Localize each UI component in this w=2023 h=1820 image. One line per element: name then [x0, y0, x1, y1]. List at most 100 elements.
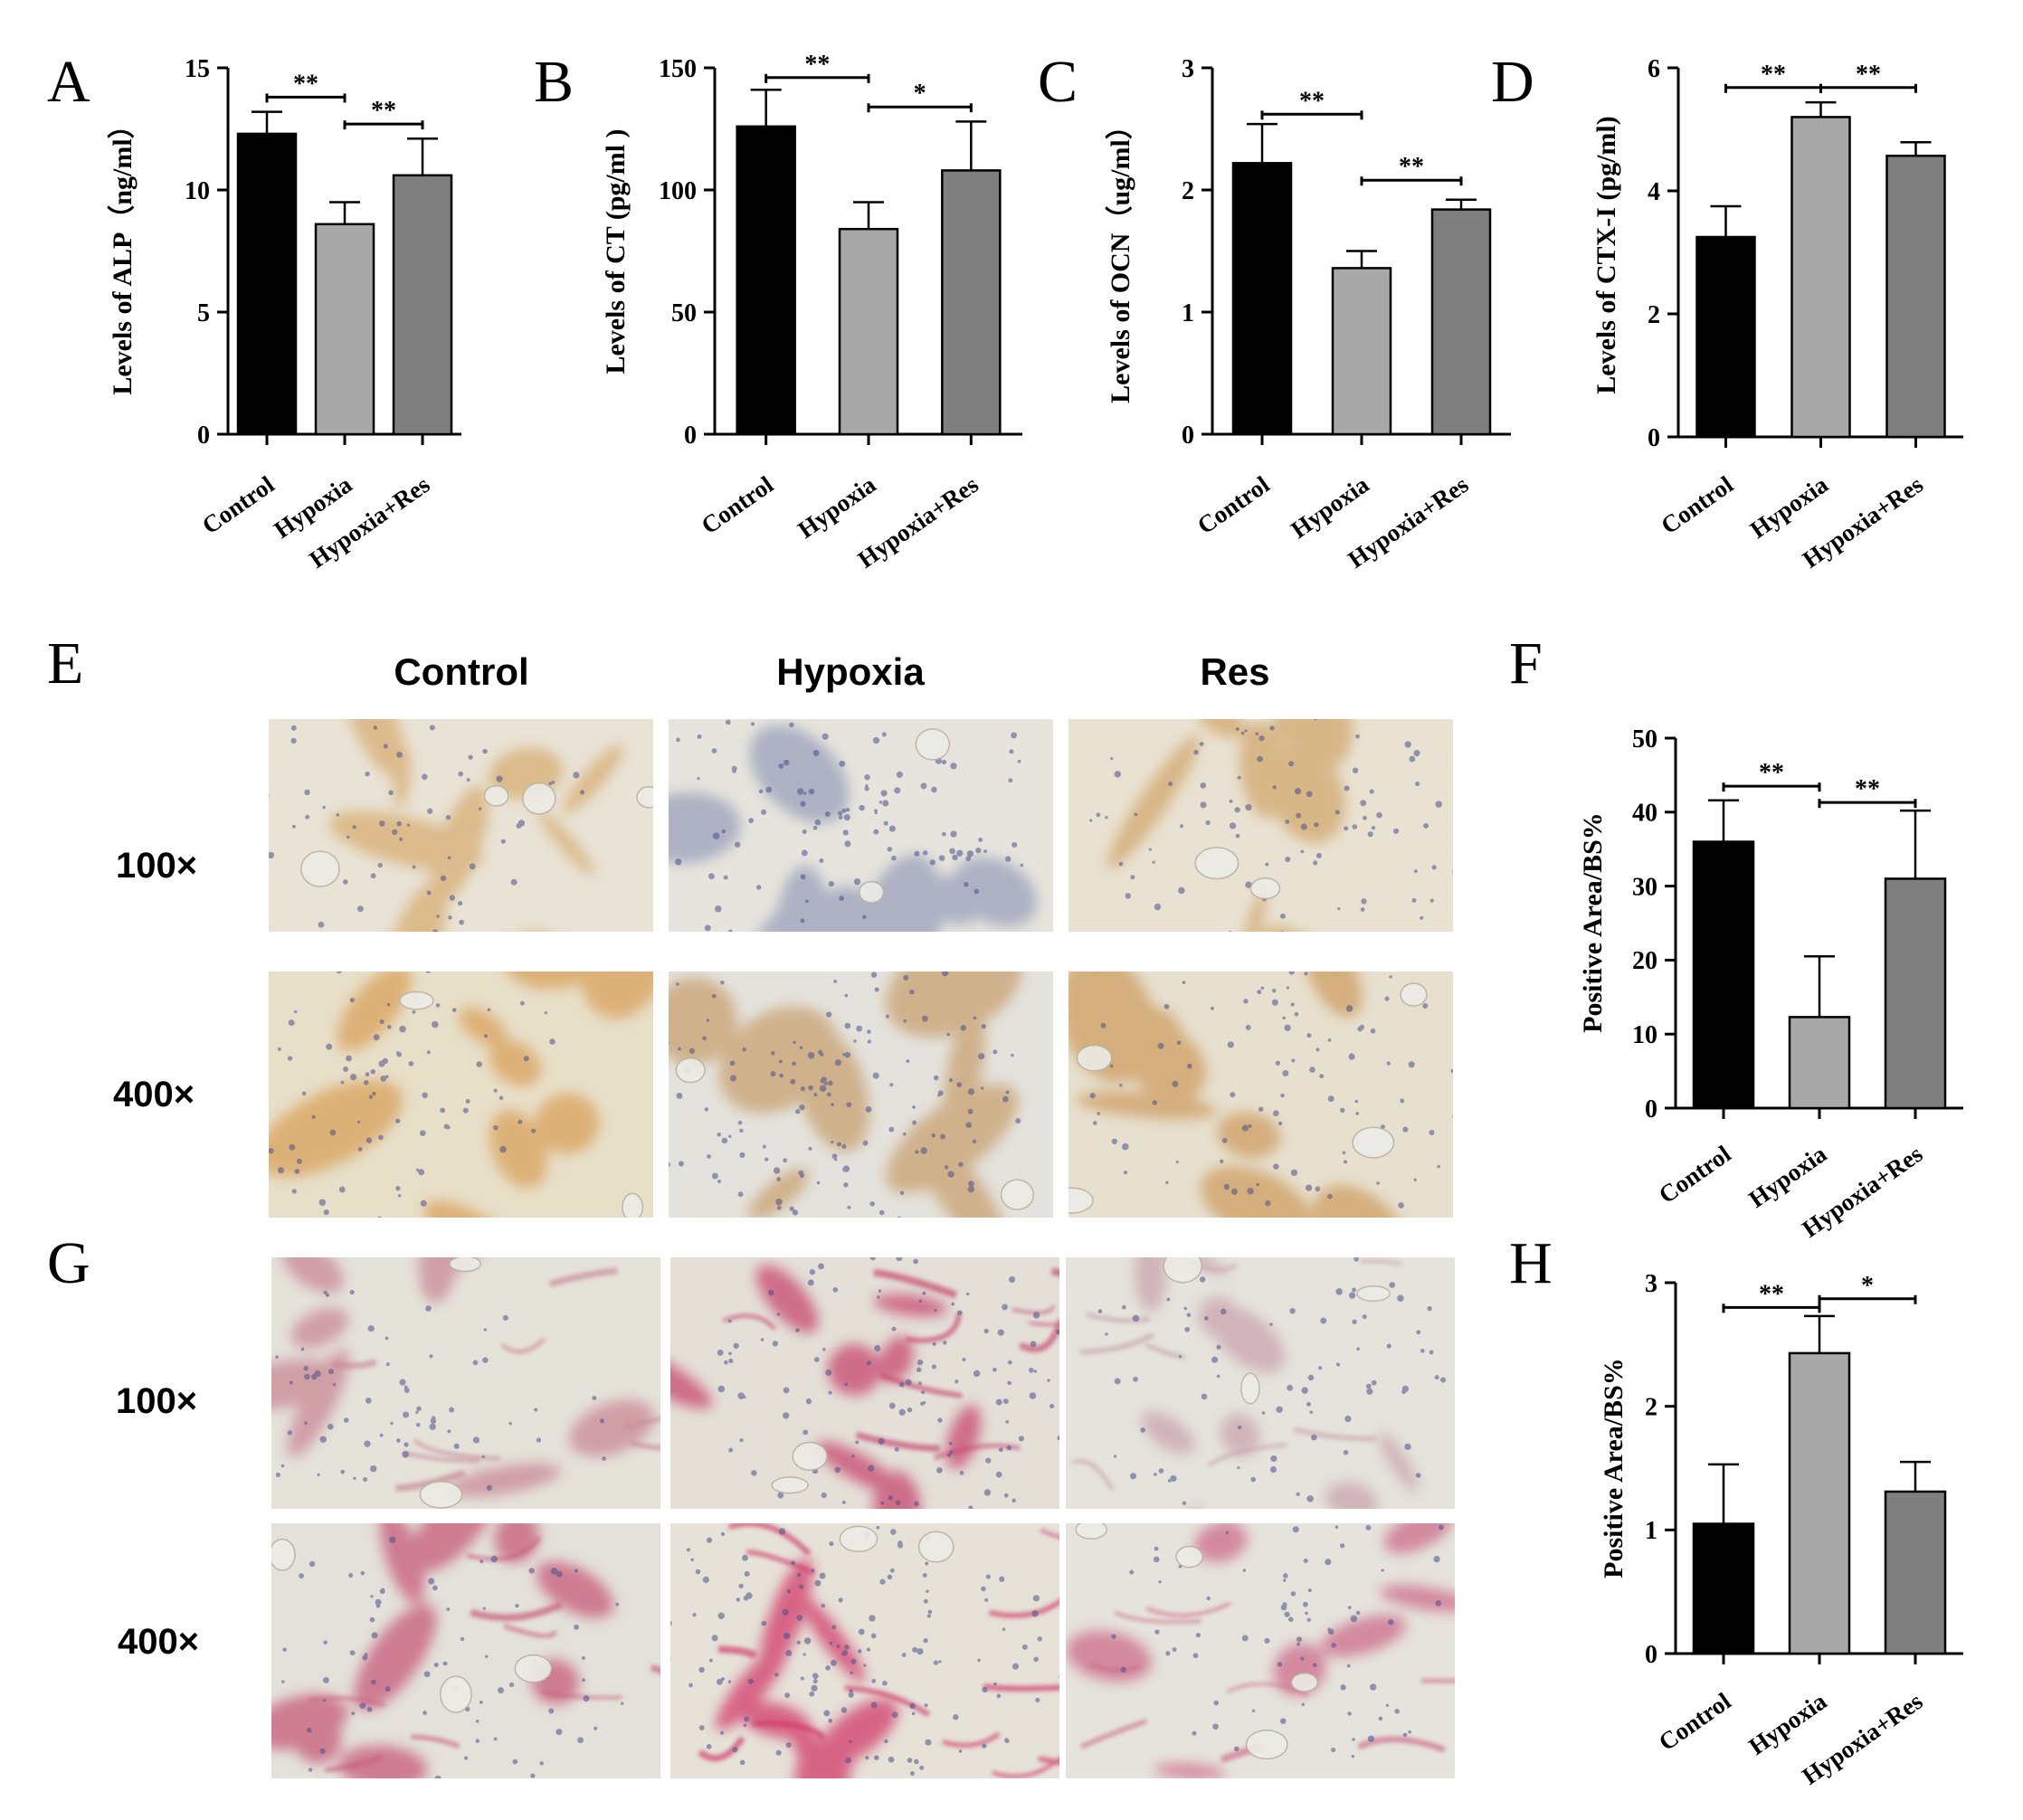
nucleus	[809, 1269, 816, 1275]
nucleus	[1435, 801, 1442, 808]
nucleus	[287, 1056, 293, 1061]
row-label-100x: 100×	[116, 1381, 197, 1421]
trap-positive-streak	[1050, 1267, 1059, 1276]
micrograph-control-100x	[265, 1257, 660, 1551]
nucleus	[1163, 1003, 1170, 1010]
nucleus	[336, 812, 340, 817]
nucleus	[803, 1637, 812, 1645]
nucleus	[238, 1633, 241, 1635]
nucleus	[812, 825, 818, 830]
nucleus	[360, 1570, 366, 1576]
nucleus	[880, 790, 888, 797]
nucleus	[304, 789, 310, 796]
vacuole	[792, 1441, 828, 1472]
nucleus	[1029, 1367, 1034, 1373]
nucleus	[478, 807, 482, 810]
micrograph-res-400x	[1068, 972, 1474, 1218]
nucleus	[1187, 1063, 1192, 1069]
nucleus	[1121, 1304, 1126, 1310]
y-axis-label: Levels of ALP（ng/ml）	[107, 111, 138, 394]
nucleus	[311, 1114, 316, 1119]
nucleus	[869, 1257, 877, 1261]
nucleus	[816, 1180, 821, 1185]
nucleus	[845, 807, 850, 812]
nucleus	[967, 1186, 975, 1193]
nucleus	[290, 725, 297, 731]
nucleus	[834, 1059, 842, 1066]
y-tick-label: 3	[1645, 1270, 1657, 1298]
nucleus	[785, 1742, 792, 1749]
nucleus	[1296, 1492, 1300, 1497]
nucleus	[1030, 1341, 1037, 1348]
nucleus	[655, 994, 661, 1000]
nucleus	[1389, 975, 1392, 979]
stain-region	[1325, 1482, 1378, 1509]
nucleus	[442, 1661, 448, 1666]
nucleus	[1269, 725, 1275, 731]
nucleus	[265, 1548, 269, 1551]
nucleus	[472, 1360, 479, 1366]
y-tick-label: 0	[1645, 1095, 1657, 1123]
nucleus	[430, 1417, 437, 1425]
nucleus	[717, 1349, 724, 1356]
vacuoles	[1194, 847, 1281, 900]
nucleus	[291, 824, 296, 829]
nucleus	[574, 1624, 579, 1630]
nucleus	[327, 1423, 334, 1430]
nucleus	[306, 1727, 312, 1733]
nucleus	[874, 809, 879, 813]
nucleus	[1477, 811, 1484, 818]
nucleus	[796, 1615, 803, 1621]
trap-positive-streak	[1207, 1443, 1287, 1467]
nucleus	[583, 1695, 590, 1702]
nucleus	[428, 1578, 435, 1585]
nucleus	[282, 1647, 287, 1652]
nucleus	[1347, 1711, 1352, 1716]
nucleus	[940, 1133, 945, 1140]
nucleus	[423, 1671, 431, 1678]
panel-letter-b: B	[534, 49, 574, 115]
nucleus	[1296, 1636, 1303, 1643]
nucleus	[1325, 1559, 1332, 1566]
nucleus	[876, 1525, 880, 1530]
nucleus	[873, 829, 879, 835]
nucleus	[1346, 1664, 1351, 1668]
panel-letter-a: A	[47, 49, 90, 115]
nucleus	[499, 1095, 504, 1101]
y-tick-label: 2	[1645, 1393, 1657, 1421]
vacuole	[522, 782, 556, 815]
nucleus	[864, 786, 869, 792]
nucleus	[490, 1555, 499, 1563]
nucleus	[1251, 1709, 1256, 1712]
nucleus	[1301, 1702, 1306, 1707]
nucleus	[322, 1699, 327, 1702]
nucleus	[708, 1658, 713, 1663]
nucleus	[318, 1777, 320, 1778]
nucleus	[1496, 823, 1503, 829]
nucleus	[369, 1616, 375, 1623]
trap-positive-streak	[941, 1731, 1001, 1748]
nucleus	[984, 1597, 989, 1602]
nucleus	[510, 878, 518, 886]
nucleus	[717, 1180, 722, 1183]
trap-positive-streak	[1357, 1736, 1446, 1753]
nucleus	[801, 849, 808, 857]
nucleus	[1394, 1709, 1400, 1714]
nucleus	[830, 1660, 837, 1666]
nucleus	[1300, 1656, 1305, 1661]
nucleus	[931, 1133, 936, 1138]
micrograph-hypoxia-100x	[669, 719, 1053, 932]
nucleus	[1285, 820, 1290, 824]
nucleus	[838, 815, 843, 820]
nucleus	[802, 958, 808, 964]
nucleus	[395, 1186, 401, 1191]
nucleus	[365, 771, 370, 777]
nucleus	[923, 1638, 928, 1644]
nucleus	[1469, 1125, 1474, 1130]
nucleus	[799, 1046, 803, 1049]
nucleus	[399, 837, 404, 841]
nucleus	[369, 1465, 377, 1473]
nucleus	[844, 993, 849, 998]
nucleus	[1409, 755, 1416, 763]
nucleus	[807, 1279, 814, 1286]
